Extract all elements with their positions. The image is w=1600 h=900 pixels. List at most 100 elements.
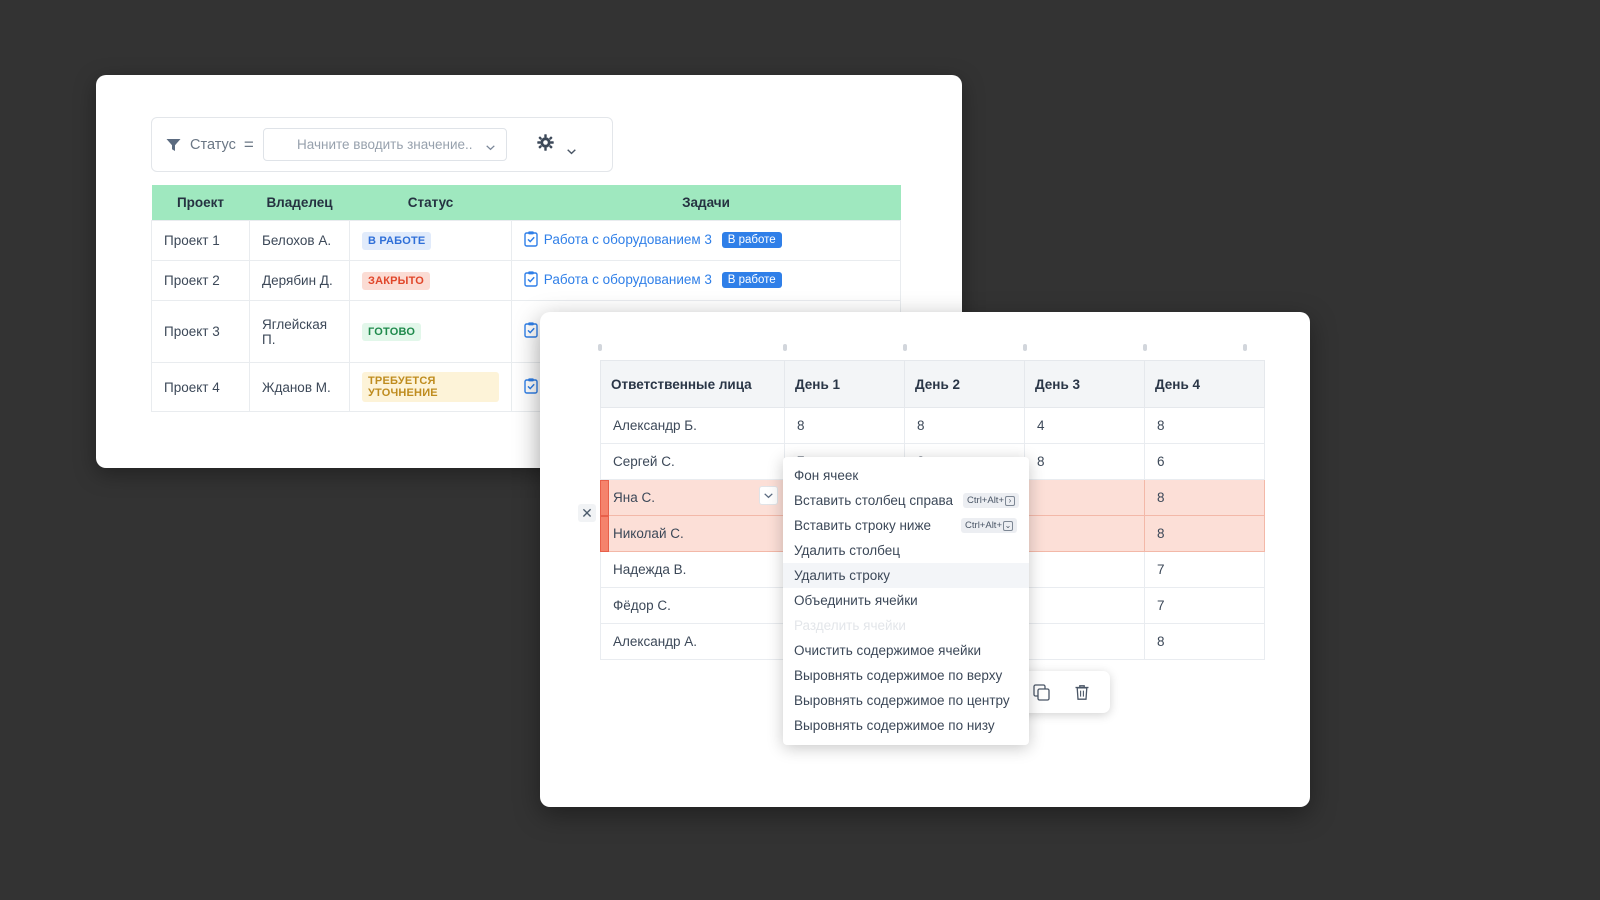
chevron-down-icon[interactable] [759, 486, 778, 505]
column-resize-handle[interactable] [783, 344, 787, 351]
column-header-owner[interactable]: Владелец [249, 185, 350, 221]
cell-owner: Дерябин Д. [249, 260, 350, 301]
table-row[interactable]: Сергей С. 7 8 8 6 [600, 443, 1265, 480]
menu-item-shortcut: Ctrl+Alt+ › [963, 493, 1019, 508]
column-resize-handle[interactable] [1143, 344, 1147, 351]
cell-responsible[interactable]: Александр А. [600, 623, 785, 660]
cell-responsible[interactable]: Фёдор С. [600, 587, 785, 624]
cell-responsible[interactable]: Александр Б. [600, 407, 785, 444]
cell-responsible[interactable]: Николай С. [600, 515, 785, 552]
row-selection-handle[interactable] [600, 516, 609, 552]
cell-day-4[interactable]: 8 [1144, 515, 1265, 552]
column-resize-handle[interactable] [598, 344, 602, 351]
cell-status: ГОТОВО [349, 300, 512, 363]
menu-item-label: Разделить ячейки [794, 618, 906, 633]
cell-day-3[interactable] [1024, 551, 1145, 588]
cell-day-4[interactable]: 6 [1144, 443, 1265, 480]
column-header-project[interactable]: Проект [151, 185, 250, 221]
cell-day-4[interactable]: 7 [1144, 551, 1265, 588]
menu-item-delete-column[interactable]: Удалить столбец [783, 538, 1029, 563]
status-badge: В РАБОТЕ [362, 231, 432, 250]
filter-value-placeholder: Начните вводить значение.. [297, 137, 473, 152]
cell-day-4[interactable]: 8 [1144, 623, 1265, 660]
copy-icon[interactable] [1033, 683, 1050, 701]
status-badge: ТРЕБУЕТСЯ УТОЧНЕНИЕ [362, 372, 499, 402]
menu-item-align-bottom[interactable]: Выровнять содержимое по низу [783, 713, 1029, 738]
funnel-icon [166, 138, 181, 152]
cell-day-4[interactable]: 8 [1144, 479, 1265, 516]
task-status-badge: В работе [721, 272, 782, 288]
cell-project: Проект 2 [151, 260, 250, 301]
cell-project: Проект 4 [151, 362, 250, 412]
table-row[interactable]: Проект 2 Дерябин Д. ЗАКРЫТО [151, 260, 901, 301]
menu-item-label: Очистить содержимое ячейки [794, 643, 981, 658]
projects-window: Статус = Начните вводить значение.. [96, 75, 962, 468]
cell-day-3[interactable]: 4 [1024, 407, 1145, 444]
column-resize-handle[interactable] [1023, 344, 1027, 351]
cell-day-3[interactable] [1024, 587, 1145, 624]
cell-day-3[interactable] [1024, 515, 1145, 552]
menu-item-insert-column-right[interactable]: Вставить столбец справа Ctrl+Alt+ › [783, 488, 1029, 513]
menu-item-label: Объединить ячейки [794, 593, 918, 608]
cell-day-3[interactable] [1024, 623, 1145, 660]
menu-item-merge-cells[interactable]: Объединить ячейки [783, 588, 1029, 613]
task-link[interactable]: Работа с оборудованием 3 [543, 232, 712, 247]
cell-day-4[interactable]: 8 [1144, 407, 1265, 444]
menu-item-delete-row[interactable]: Удалить строку [783, 563, 1029, 588]
menu-item-align-middle[interactable]: Выровнять содержимое по центру [783, 688, 1029, 713]
menu-item-align-top[interactable]: Выровнять содержимое по верху [783, 663, 1029, 688]
menu-item-split-cells: Разделить ячейки [783, 613, 1029, 638]
remove-selection-button[interactable]: ✕ [578, 504, 596, 522]
clipboard-check-icon [524, 231, 538, 250]
cell-day-3[interactable] [1024, 479, 1145, 516]
column-header-status[interactable]: Статус [349, 185, 512, 221]
chevron-down-icon[interactable] [486, 138, 495, 156]
projects-table-header-row: Проект Владелец Статус Задачи [151, 185, 901, 221]
filter-settings-button[interactable] [537, 133, 576, 156]
menu-item-label: Выровнять содержимое по низу [794, 718, 995, 733]
shortcut-text: Ctrl+Alt+ [965, 520, 1002, 531]
filter-bar: Статус = Начните вводить значение.. [151, 117, 613, 172]
trash-icon[interactable] [1074, 684, 1090, 701]
column-resize-handle[interactable] [1243, 344, 1247, 351]
cell-day-2[interactable]: 8 [904, 407, 1025, 444]
column-header-responsible[interactable]: Ответственные лица [600, 360, 785, 408]
status-badge: ЗАКРЫТО [362, 271, 431, 290]
timesheet-header-row: Ответственные лица День 1 День 2 День 3 … [600, 360, 1265, 408]
menu-item-label: Вставить строку ниже [794, 518, 932, 533]
cell-day-4[interactable]: 7 [1144, 587, 1265, 624]
menu-item-label: Фон ячеек [794, 468, 859, 483]
column-header-tasks[interactable]: Задачи [511, 185, 901, 221]
cell-day-3[interactable]: 8 [1024, 443, 1145, 480]
menu-item-clear-cell-content[interactable]: Очистить содержимое ячейки [783, 638, 1029, 663]
filter-field-label: Статус [190, 136, 236, 153]
column-resize-handle[interactable] [903, 344, 907, 351]
cell-project: Проект 1 [151, 220, 250, 261]
menu-item-label: Удалить столбец [794, 543, 900, 558]
chevron-down-icon[interactable] [566, 142, 576, 154]
cell-responsible-label: Яна С. [613, 490, 655, 505]
table-row[interactable]: Проект 1 Белохов А. В РАБОТЕ [151, 220, 901, 261]
cell-day-1[interactable]: 8 [784, 407, 905, 444]
shortcut-text: Ctrl+Alt+ [967, 495, 1004, 506]
menu-item-label: Вставить столбец справа [794, 493, 954, 508]
menu-item-insert-row-below[interactable]: Вставить строку ниже Ctrl+Alt+ ⌄ [783, 513, 1029, 538]
row-selection-handle[interactable] [600, 480, 609, 516]
status-badge: ГОТОВО [362, 322, 422, 341]
cell-responsible[interactable]: Сергей С. [600, 443, 785, 480]
cell-responsible[interactable]: Яна С. [600, 479, 785, 516]
filter-value-input[interactable]: Начните вводить значение.. [262, 128, 507, 161]
column-header-day-3[interactable]: День 3 [1024, 360, 1145, 408]
menu-item-cell-background[interactable]: Фон ячеек [783, 463, 1029, 488]
column-header-day-1[interactable]: День 1 [784, 360, 905, 408]
task-link[interactable]: Работа с оборудованием 3 [543, 272, 712, 287]
menu-item-label: Удалить строку [794, 568, 891, 583]
clipboard-check-icon [524, 322, 538, 341]
cell-responsible[interactable]: Надежда В. [600, 551, 785, 588]
cell-owner: Белохов А. [249, 220, 350, 261]
cell-status: В РАБОТЕ [349, 220, 512, 261]
cell-tasks: Работа с оборудованием 3 В работе [511, 260, 901, 301]
column-header-day-2[interactable]: День 2 [904, 360, 1025, 408]
table-row[interactable]: Александр Б. 8 8 4 8 [600, 407, 1265, 444]
column-header-day-4[interactable]: День 4 [1144, 360, 1265, 408]
